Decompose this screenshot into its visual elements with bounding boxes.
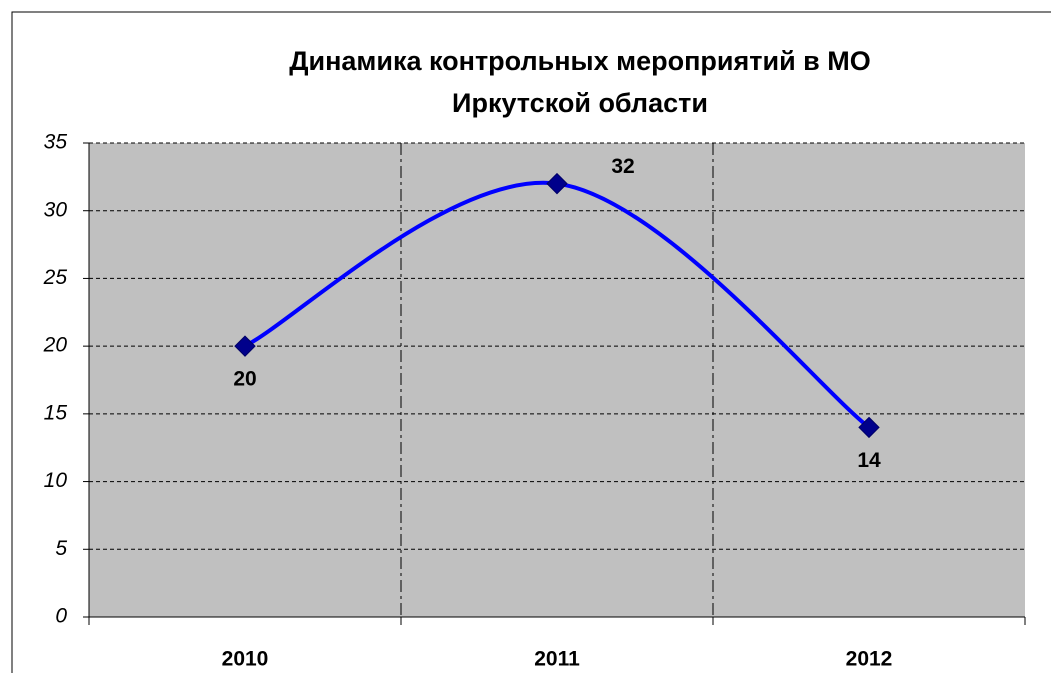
marker: [546, 172, 568, 195]
plot-area: [89, 143, 1025, 617]
y-tick-label: 5: [55, 537, 67, 560]
marker: [858, 416, 880, 439]
y-tick-label: 35: [44, 131, 68, 154]
y-tick-label: 20: [43, 334, 68, 357]
chart-title: Динамика контрольных мероприятий в МО Ир…: [289, 46, 871, 118]
y-tick-label: 0: [55, 605, 67, 628]
data-label: 32: [611, 155, 634, 178]
chart-title-box: Динамика контрольных мероприятий в МО Ир…: [150, 40, 1010, 124]
x-tick-label: 2011: [534, 648, 580, 671]
x-tick-label: 2010: [222, 648, 269, 671]
chart-border: [11, 11, 1051, 673]
y-tick-label: 15: [44, 401, 68, 424]
x-tick-label: 2012: [846, 648, 893, 671]
y-tick-label: 30: [44, 198, 68, 221]
data-label: 20: [233, 368, 256, 391]
y-tick-label: 25: [43, 266, 68, 289]
data-label: 14: [857, 449, 881, 472]
y-tick-label: 10: [44, 469, 68, 492]
marker: [234, 335, 256, 357]
